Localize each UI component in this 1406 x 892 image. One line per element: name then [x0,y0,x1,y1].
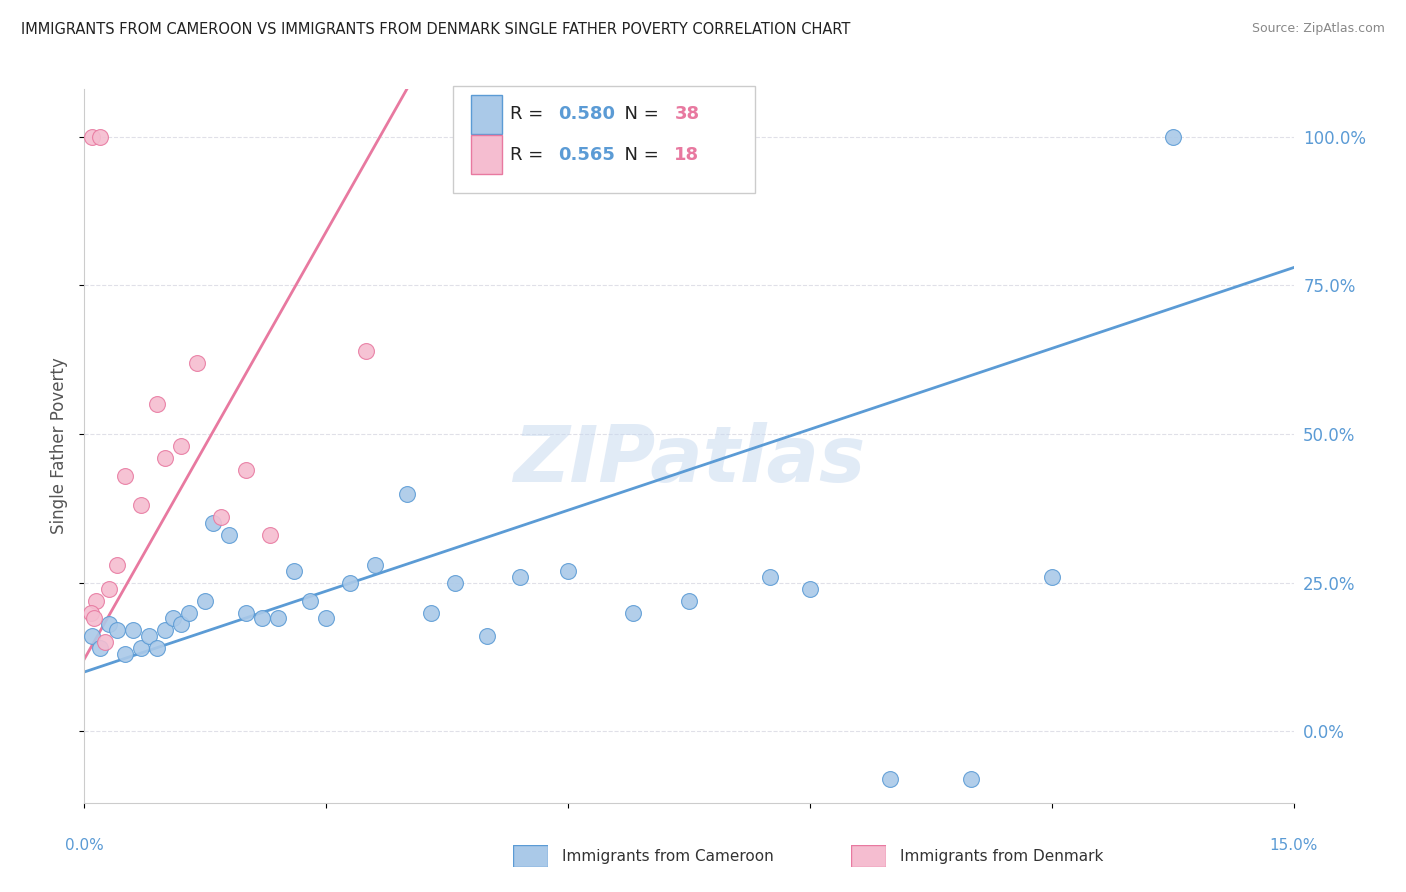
Point [235,463,257,477]
Text: Immigrants from Denmark: Immigrants from Denmark [900,849,1104,863]
Point [179,606,201,620]
Point [299,593,322,607]
Point [267,611,290,625]
Text: 18: 18 [675,146,700,164]
Point [129,641,152,656]
Point [250,611,273,625]
Text: 38: 38 [675,105,700,123]
Point [315,611,337,625]
Point [89,641,111,656]
Point [960,772,983,786]
Point [114,468,136,483]
Point [557,564,579,578]
Text: 0.565: 0.565 [558,146,616,164]
Point [259,528,281,542]
Text: 0.0%: 0.0% [65,838,104,854]
Point [129,499,152,513]
Text: Source: ZipAtlas.com: Source: ZipAtlas.com [1251,22,1385,36]
Point [93,635,115,649]
Point [420,606,443,620]
Point [153,624,176,638]
Point [1040,570,1063,584]
Point [146,397,169,411]
Point [509,570,531,584]
Point [218,528,240,542]
Point [395,486,418,500]
Point [363,558,385,572]
Y-axis label: Single Father Poverty: Single Father Poverty [51,358,69,534]
Point [138,629,160,643]
Point [879,772,901,786]
Point [1161,129,1184,144]
Point [114,647,136,661]
Point [444,575,467,590]
Text: IMMIGRANTS FROM CAMEROON VS IMMIGRANTS FROM DENMARK SINGLE FATHER POVERTY CORREL: IMMIGRANTS FROM CAMEROON VS IMMIGRANTS F… [21,22,851,37]
Point [356,343,378,358]
Point [105,558,128,572]
Point [153,450,176,465]
Text: R =: R = [510,146,548,164]
Point [202,516,225,531]
Point [89,129,111,144]
Point [82,129,104,144]
Point [621,606,644,620]
Text: N =: N = [613,105,664,123]
Point [678,593,700,607]
Point [799,582,821,596]
Point [283,564,305,578]
Point [186,356,208,370]
Point [82,629,104,643]
Point [83,611,105,625]
Text: 0.580: 0.580 [558,105,616,123]
FancyBboxPatch shape [851,845,886,867]
Point [758,570,780,584]
Text: ZIPatlas: ZIPatlas [513,422,865,499]
Point [170,617,193,632]
Point [194,593,217,607]
Point [146,641,169,656]
FancyBboxPatch shape [513,845,548,867]
Text: N =: N = [613,146,664,164]
FancyBboxPatch shape [453,86,755,193]
Point [121,624,143,638]
Point [97,617,120,632]
Point [162,611,184,625]
Point [339,575,361,590]
Point [477,629,499,643]
Point [80,606,103,620]
Point [170,439,193,453]
Point [97,582,120,596]
Text: Immigrants from Cameroon: Immigrants from Cameroon [562,849,775,863]
Text: R =: R = [510,105,548,123]
Text: 15.0%: 15.0% [1270,838,1317,854]
FancyBboxPatch shape [471,95,502,134]
FancyBboxPatch shape [471,136,502,175]
Point [209,510,232,524]
Point [235,606,257,620]
Point [105,624,128,638]
Point [86,593,108,607]
